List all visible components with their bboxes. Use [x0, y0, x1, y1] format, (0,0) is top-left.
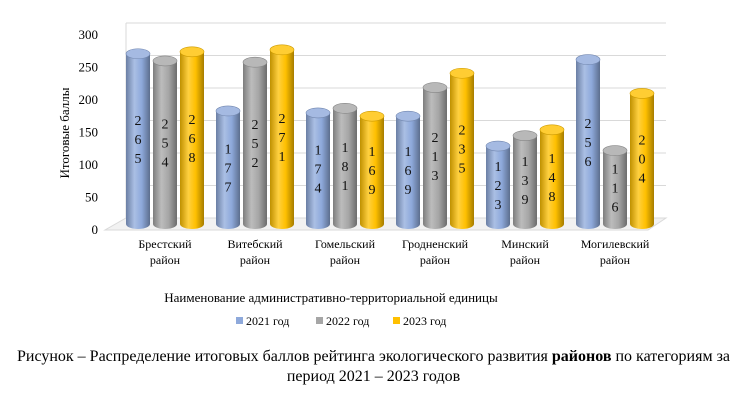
legend-label: 2023 год [403, 314, 446, 328]
caption-text-2: по категориям за период 2021 – 2023 годо… [286, 348, 730, 385]
category-label: Могилевский район [581, 237, 650, 267]
legend-label: 2021 год [246, 314, 289, 328]
category-label: Витебский район [227, 237, 283, 267]
y-tick-label: 100 [79, 157, 99, 172]
category-label: Гродненский район [402, 237, 469, 267]
x-axis-title: Наименование административно-территориал… [164, 290, 498, 305]
legend-item: 2023 год [393, 314, 446, 328]
figure-caption: Рисунок – Распределение итоговых баллов … [0, 347, 747, 387]
caption-bold-word: районов [551, 348, 612, 365]
category-label: Брестский район [138, 237, 192, 267]
y-tick-label: 0 [92, 222, 99, 237]
y-tick-label: 150 [79, 125, 99, 140]
bars: 2 6 5 2 5 4 2 6 8 1 7 7 2 5 2 2 7 1 1 7 4 1 8 1 1 6 9 1 6 9 2 1 3 2 3 5 1 2 3 1… [125, 44, 655, 230]
x-axis-categories: Брестский район Витебский район Гомельский ра… [138, 237, 650, 267]
legend-item: 2021 год [236, 314, 289, 328]
category-label: Минский район [501, 237, 549, 267]
bar-chart: 0 50 100 150 200 250 300 2 6 5 2 5 4 2 6 8 1 7 7 2 5 2 2 7 1 1 7 4… [57, 22, 668, 328]
legend-swatch [316, 317, 323, 324]
y-tick-label: 50 [85, 190, 98, 205]
legend: 2021 год 2022 год 2023 год [236, 314, 446, 328]
legend-item: 2022 год [316, 314, 369, 328]
y-tick-label: 300 [79, 27, 99, 42]
legend-swatch [393, 317, 400, 324]
legend-swatch [236, 317, 243, 324]
y-tick-label: 200 [79, 92, 99, 107]
legend-label: 2022 год [326, 314, 369, 328]
y-axis-title: Итоговые баллы [57, 87, 72, 178]
caption-text-1: Рисунок – Распределение итоговых баллов … [16, 348, 552, 365]
y-axis-ticks: 0 50 100 150 200 250 300 [79, 27, 99, 237]
y-tick-label: 250 [79, 60, 99, 75]
category-label: Гомельский район [315, 237, 376, 267]
